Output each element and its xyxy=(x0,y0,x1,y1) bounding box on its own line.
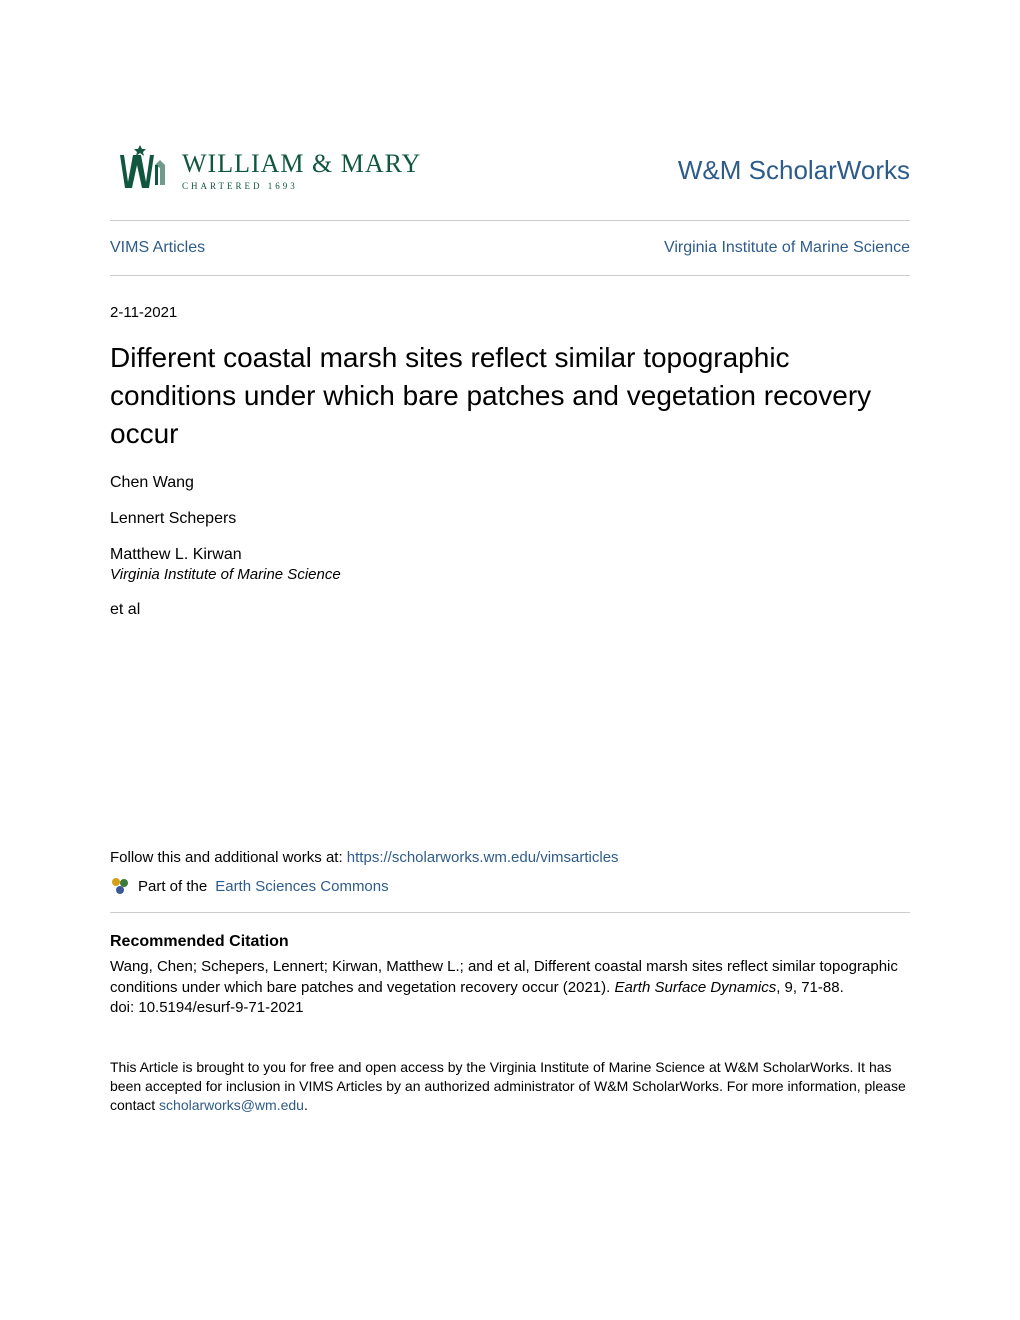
divider xyxy=(110,275,910,276)
logo-block[interactable]: WILLIAM & MARY CHARTERED 1693 xyxy=(110,140,421,200)
breadcrumb-row: VIMS Articles Virginia Institute of Mari… xyxy=(110,221,910,275)
author-name: et al xyxy=(110,601,910,619)
author-name: Lennert Schepers xyxy=(110,510,910,528)
partof-line: Part of the Earth Sciences Commons xyxy=(110,876,910,896)
follow-section: Follow this and additional works at: htt… xyxy=(110,849,910,1114)
partof-prefix: Part of the xyxy=(138,878,207,895)
collection-link[interactable]: VIMS Articles xyxy=(110,239,205,257)
network-icon xyxy=(110,876,130,896)
citation-journal: Earth Surface Dynamics xyxy=(614,979,776,996)
citation-heading: Recommended Citation xyxy=(110,933,910,951)
logo-main-text: WILLIAM & MARY xyxy=(182,149,421,179)
publication-date: 2-11-2021 xyxy=(110,304,910,321)
works-url-link[interactable]: https://scholarworks.wm.edu/vimsarticles xyxy=(347,849,619,866)
authors-block: Chen Wang Lennert Schepers Matthew L. Ki… xyxy=(110,474,910,619)
logo-sub-text: CHARTERED 1693 xyxy=(182,181,421,191)
footer-tail: . xyxy=(304,1097,308,1113)
scholarworks-link[interactable]: W&M ScholarWorks xyxy=(678,155,910,186)
citation-volume: , 9, 71-88. xyxy=(776,979,844,996)
author-name: Matthew L. Kirwan xyxy=(110,546,910,564)
footer-text: This Article is brought to you for free … xyxy=(110,1058,910,1115)
follow-line: Follow this and additional works at: htt… xyxy=(110,849,910,866)
institute-link[interactable]: Virginia Institute of Marine Science xyxy=(664,239,910,257)
header-row: WILLIAM & MARY CHARTERED 1693 W&M Schola… xyxy=(110,140,910,200)
follow-prefix: Follow this and additional works at: xyxy=(110,849,347,866)
commons-link[interactable]: Earth Sciences Commons xyxy=(215,878,388,895)
citation-doi: doi: 10.5194/esurf-9-71-2021 xyxy=(110,999,303,1016)
wm-cipher-icon xyxy=(110,140,170,200)
contact-email-link[interactable]: scholarworks@wm.edu xyxy=(159,1097,304,1113)
article-title: Different coastal marsh sites reflect si… xyxy=(110,339,910,452)
logo-text: WILLIAM & MARY CHARTERED 1693 xyxy=(182,149,421,191)
author-name: Chen Wang xyxy=(110,474,910,492)
author-affiliation: Virginia Institute of Marine Science xyxy=(110,566,910,583)
citation-text: Wang, Chen; Schepers, Lennert; Kirwan, M… xyxy=(110,957,910,1018)
divider xyxy=(110,912,910,913)
